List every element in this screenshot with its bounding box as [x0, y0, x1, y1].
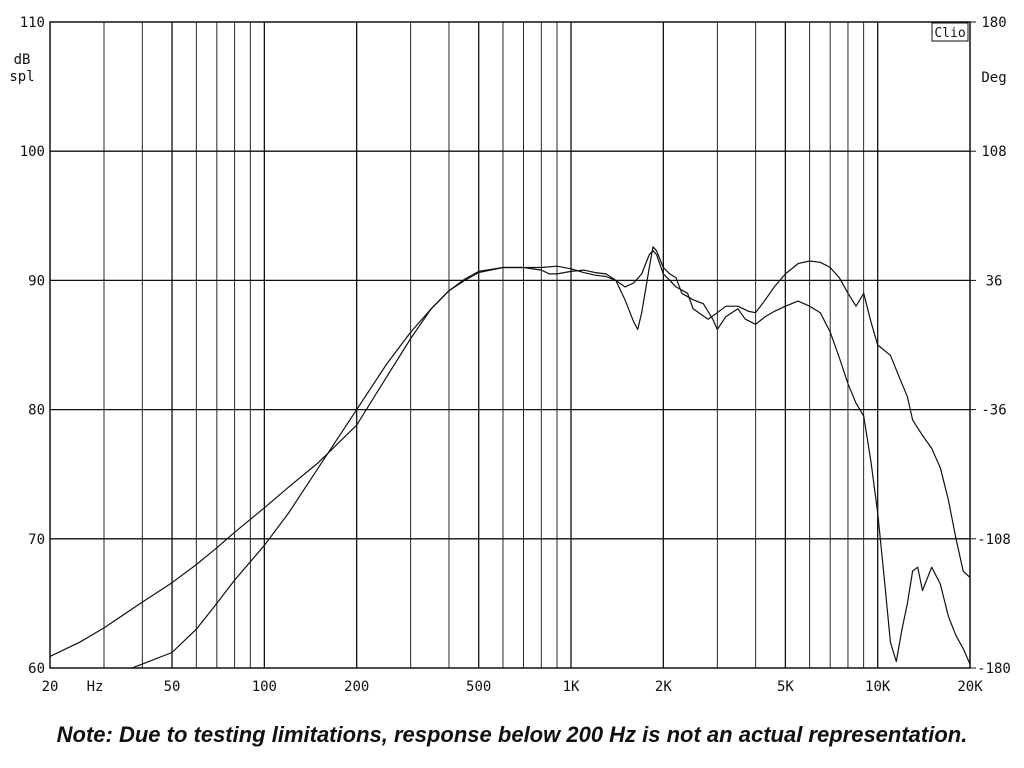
x-tick-label: 1K [563, 679, 580, 695]
y2-tick-label: 36 [986, 273, 1003, 289]
brand-label: Clio [934, 26, 965, 41]
series-line-2 [131, 250, 971, 669]
x-tick-label: 100 [252, 679, 277, 695]
y2-tick-label: -108 [977, 532, 1011, 548]
x-tick-label: 500 [466, 679, 491, 695]
y-tick-label: 70 [28, 532, 45, 548]
y-tick-label: 80 [28, 403, 45, 419]
x-tick-labels: 20 50 100 200 500 1K 2K 5K 10K 20K [42, 679, 984, 695]
x-tick-label: 20K [957, 679, 983, 695]
x-tick-label: 5K [777, 679, 794, 695]
y-tick-label: 90 [28, 273, 45, 289]
plot-background [50, 22, 970, 668]
frequency-response-chart: 20 50 100 200 500 1K 2K 5K 10K 20K 60 70 80 90 100 110… [9, 15, 1011, 695]
y-tick-label: 60 [28, 661, 45, 677]
x-tick-label: 2K [655, 679, 672, 695]
y-tick-label: 100 [20, 144, 45, 160]
x-tick-label: 50 [164, 679, 181, 695]
y-tick-label: 110 [20, 15, 45, 31]
y2-tick-label: -36 [981, 403, 1006, 419]
y-tick-labels: 60 70 80 90 100 110 [20, 15, 45, 677]
y2-tick-label: -180 [977, 661, 1011, 677]
y-unit-label-line1: dB [14, 52, 31, 68]
plot-frame [49, 21, 971, 669]
x-unit-label: Hz [87, 679, 104, 695]
x-tick-label: 20 [42, 679, 59, 695]
brand-label-box [931, 22, 969, 42]
y-unit-label-line2: spl [9, 69, 34, 85]
y2-unit-label: Deg [981, 70, 1006, 86]
vertical-grid [103, 22, 879, 668]
y2-tick-label: 108 [981, 144, 1006, 160]
horizontal-grid [50, 150, 970, 540]
footnote: Note: Due to testing limitations, respon… [56, 722, 968, 747]
series-line-1 [49, 246, 971, 665]
y2-tick-label: 180 [981, 15, 1006, 31]
x-tick-label: 10K [865, 679, 891, 695]
y2-tick-labels: -180 -108 -36 36 108 180 [970, 15, 1011, 677]
x-tick-label: 200 [344, 679, 369, 695]
series-layer [49, 246, 971, 669]
